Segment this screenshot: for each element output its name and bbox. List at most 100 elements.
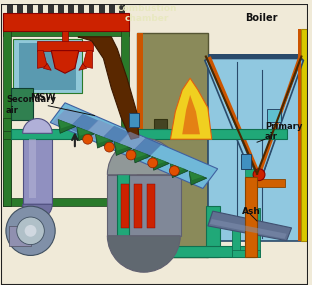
- Circle shape: [253, 169, 265, 181]
- Bar: [134, 184, 142, 228]
- Polygon shape: [37, 51, 47, 68]
- Circle shape: [148, 158, 158, 168]
- Polygon shape: [77, 127, 92, 136]
- Polygon shape: [84, 120, 114, 141]
- Bar: [232, 250, 260, 257]
- Bar: [9, 226, 31, 246]
- Polygon shape: [152, 156, 169, 170]
- Circle shape: [83, 134, 93, 144]
- Bar: [89, 5, 95, 13]
- Text: Secondary
air: Secondary air: [6, 95, 56, 115]
- Bar: [17, 5, 23, 13]
- Polygon shape: [189, 171, 207, 185]
- Polygon shape: [95, 134, 113, 148]
- Polygon shape: [43, 63, 51, 70]
- Bar: [29, 139, 37, 198]
- Bar: [11, 129, 287, 139]
- Text: Ash: Ash: [242, 207, 261, 216]
- Polygon shape: [52, 108, 83, 129]
- Bar: [206, 206, 220, 257]
- Bar: [3, 118, 11, 206]
- Polygon shape: [100, 126, 130, 147]
- Bar: [11, 36, 121, 198]
- Polygon shape: [205, 58, 257, 177]
- Bar: [3, 198, 129, 206]
- Bar: [147, 184, 155, 228]
- Bar: [252, 208, 260, 257]
- Bar: [11, 88, 32, 119]
- Wedge shape: [23, 119, 52, 133]
- Circle shape: [17, 217, 44, 245]
- Polygon shape: [58, 119, 76, 133]
- Bar: [23, 133, 52, 204]
- Circle shape: [169, 166, 179, 176]
- Bar: [68, 5, 74, 13]
- Polygon shape: [170, 164, 188, 178]
- Bar: [19, 43, 76, 90]
- Bar: [208, 54, 301, 58]
- Text: Boiler: Boiler: [245, 13, 278, 23]
- Polygon shape: [182, 95, 200, 134]
- Bar: [119, 5, 125, 13]
- Polygon shape: [257, 58, 303, 177]
- Polygon shape: [58, 119, 73, 129]
- Circle shape: [105, 142, 114, 152]
- Circle shape: [25, 225, 37, 237]
- Polygon shape: [79, 63, 87, 70]
- Polygon shape: [133, 149, 151, 163]
- Bar: [117, 246, 255, 257]
- Bar: [7, 5, 13, 13]
- Bar: [121, 28, 129, 206]
- Bar: [99, 5, 105, 13]
- Bar: [154, 119, 168, 132]
- Polygon shape: [114, 142, 129, 150]
- Polygon shape: [51, 51, 79, 73]
- Bar: [3, 13, 129, 31]
- Bar: [3, 131, 72, 139]
- Wedge shape: [23, 204, 52, 219]
- Polygon shape: [115, 132, 146, 153]
- Polygon shape: [77, 127, 95, 141]
- Bar: [27, 5, 33, 13]
- Polygon shape: [50, 103, 218, 188]
- Polygon shape: [133, 149, 148, 158]
- Bar: [208, 58, 301, 241]
- Polygon shape: [83, 51, 93, 68]
- Bar: [109, 5, 115, 13]
- Polygon shape: [208, 58, 301, 177]
- Text: MSW: MSW: [31, 93, 56, 102]
- Bar: [121, 184, 129, 228]
- Bar: [117, 206, 129, 257]
- Wedge shape: [107, 138, 180, 175]
- Bar: [13, 39, 82, 93]
- Bar: [179, 119, 193, 132]
- Polygon shape: [170, 78, 212, 139]
- Bar: [62, 31, 68, 63]
- Bar: [58, 5, 64, 13]
- Bar: [3, 28, 129, 36]
- Bar: [245, 169, 255, 257]
- Bar: [129, 113, 139, 127]
- Polygon shape: [170, 164, 185, 173]
- Bar: [3, 28, 11, 206]
- Polygon shape: [95, 134, 110, 143]
- Bar: [301, 29, 308, 241]
- Bar: [117, 248, 218, 257]
- Polygon shape: [68, 114, 99, 135]
- Polygon shape: [189, 171, 204, 180]
- Bar: [245, 177, 257, 257]
- Bar: [241, 154, 251, 169]
- Bar: [78, 5, 84, 13]
- Polygon shape: [131, 138, 162, 159]
- Bar: [117, 129, 129, 257]
- Bar: [299, 29, 301, 241]
- Bar: [37, 5, 43, 13]
- Bar: [267, 109, 281, 123]
- Text: Primary
air: Primary air: [265, 122, 302, 141]
- Polygon shape: [152, 156, 167, 165]
- Bar: [48, 5, 54, 13]
- Bar: [107, 175, 181, 236]
- Polygon shape: [114, 142, 132, 156]
- Circle shape: [126, 150, 136, 160]
- Polygon shape: [78, 37, 139, 139]
